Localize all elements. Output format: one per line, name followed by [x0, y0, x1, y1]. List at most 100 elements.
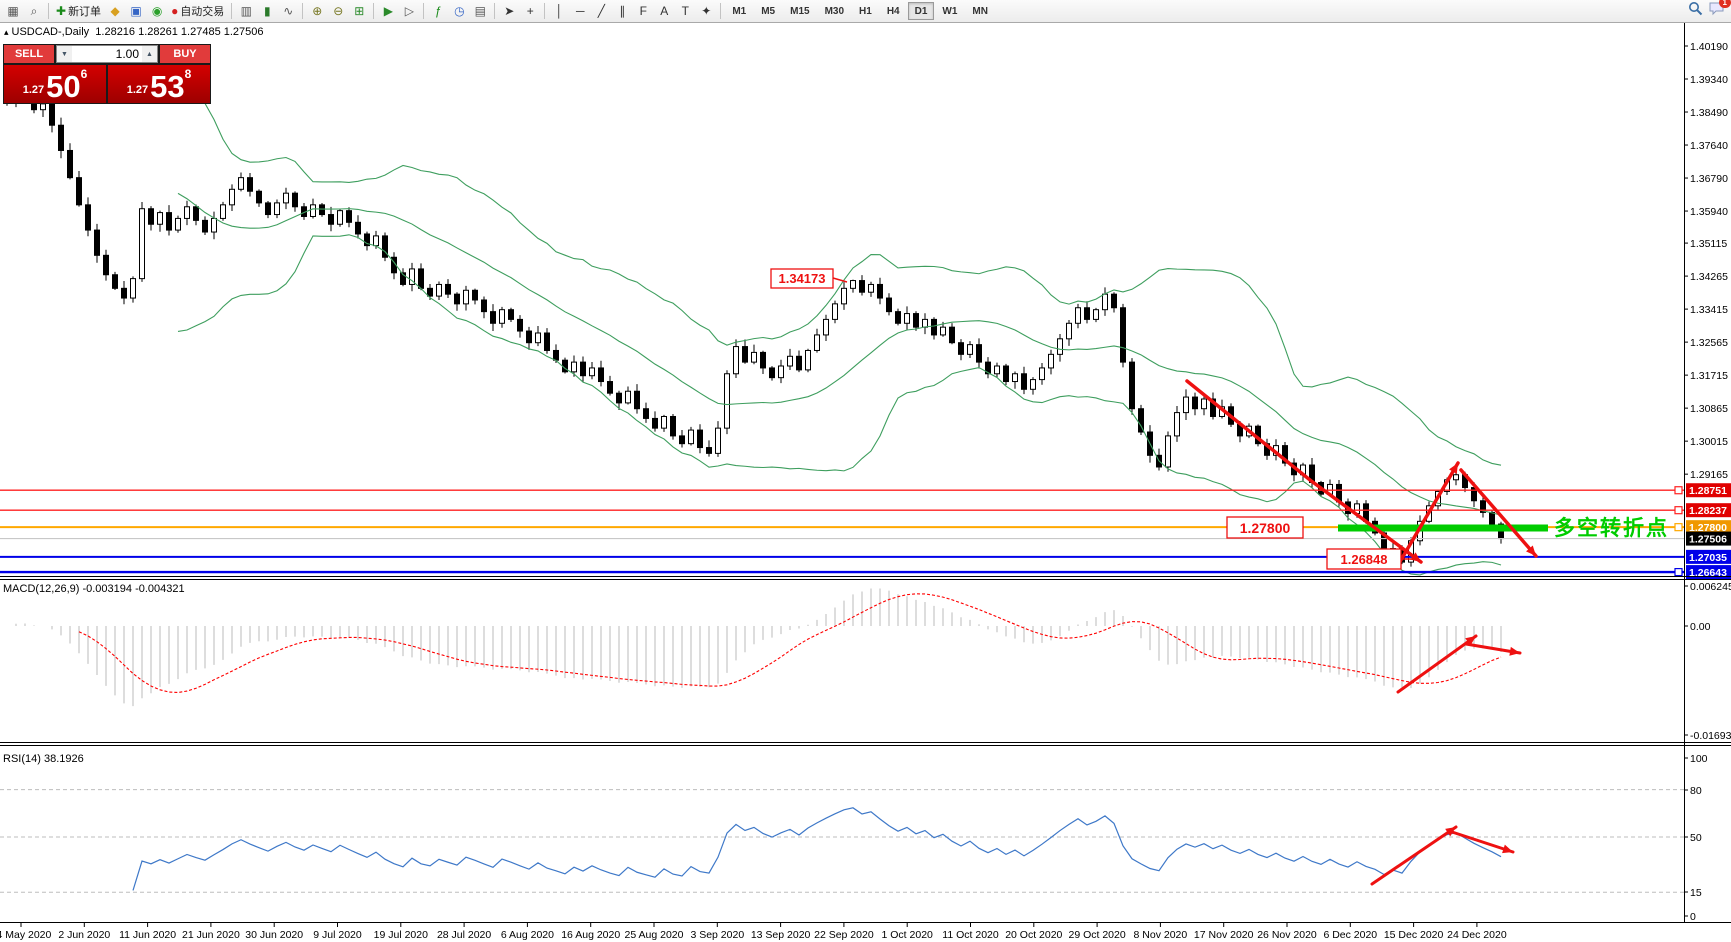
bar-chart-icon: ▥	[240, 4, 252, 18]
auto-scroll-icon: ▶	[383, 4, 393, 18]
drawn-arrow[interactable]	[1396, 634, 1478, 694]
new-chart-button[interactable]: ▦	[3, 2, 23, 21]
drawn-arrow[interactable]	[1396, 461, 1460, 567]
svg-text:0: 0	[1690, 911, 1696, 923]
new-order-button[interactable]: ✚ 新订单	[53, 2, 104, 21]
timeframe-m5[interactable]: M5	[754, 2, 782, 20]
autotrading-icon: ●	[171, 4, 179, 18]
chart-ohlc-values: 1.28216 1.28261 1.27485 1.27506	[95, 26, 264, 38]
tile-windows-button[interactable]: ⊞	[349, 2, 369, 21]
history-center-icon: ◆	[110, 4, 120, 18]
zoom-out-button[interactable]: ⊖	[328, 2, 348, 21]
timeframe-h4[interactable]: H4	[880, 2, 907, 20]
timeframe-m15[interactable]: M15	[783, 2, 816, 20]
date-axis-label: 20 Oct 2020	[1005, 929, 1062, 941]
date-axis-label: 3 Sep 2020	[690, 929, 744, 941]
accounts-button[interactable]: ▣	[126, 2, 146, 21]
timeframe-w1[interactable]: W1	[935, 2, 964, 20]
templates-button[interactable]: ▤	[470, 2, 490, 21]
timeframe-mn[interactable]: MN	[965, 2, 995, 20]
svg-text:-0.016933: -0.016933	[1690, 730, 1731, 742]
search-icon[interactable]	[1688, 1, 1703, 21]
one-click-trade-panel: SELL ▼ ▲ BUY 1.27 50 6 1.27 53 8	[3, 44, 211, 104]
svg-text:80: 80	[1690, 785, 1702, 797]
arrows-button[interactable]: ✦	[696, 2, 716, 21]
timeframe-d1[interactable]: D1	[907, 2, 935, 20]
auto-scroll-button[interactable]: ▶	[378, 2, 398, 21]
line-chart-icon: ∿	[283, 4, 294, 18]
rsi-label: RSI(14) 38.1926	[3, 753, 84, 765]
bar-chart-button[interactable]: ▥	[236, 2, 256, 21]
indicators-button[interactable]: ƒ	[428, 2, 448, 21]
date-axis-label: 11 Jun 2020	[119, 929, 176, 941]
vertical-line-button[interactable]: │	[549, 2, 569, 21]
price-tag	[1686, 503, 1731, 518]
price-axis-label: 1.30015	[1690, 436, 1728, 448]
candlestick-chart-button[interactable]: ▮	[257, 2, 277, 21]
date-axis-label: 16 Aug 2020	[561, 929, 620, 941]
svg-text:1.34173: 1.34173	[779, 271, 826, 286]
price-axis-label: 1.31715	[1690, 370, 1728, 382]
macd-label: MACD(12,26,9) -0.003194 -0.004321	[3, 583, 185, 595]
macd-histogram	[15, 588, 1502, 707]
svg-text:1.27800: 1.27800	[1240, 520, 1291, 536]
date-axis-label: 6 Dec 2020	[1323, 929, 1377, 941]
price-axis-label: 1.30865	[1690, 403, 1728, 415]
date-axis-label: 11 Oct 2020	[942, 929, 999, 941]
cursor-icon: ➤	[504, 4, 515, 18]
fibonacci-button[interactable]: F	[633, 2, 653, 21]
drawn-arrow[interactable]	[1185, 379, 1423, 564]
zoom-in-button[interactable]: ⊕	[307, 2, 327, 21]
line-chart-button[interactable]: ∿	[278, 2, 298, 21]
toolbar-separator	[302, 3, 304, 19]
signals-button[interactable]: ◉	[147, 2, 167, 21]
buy-button[interactable]: BUY	[160, 45, 210, 63]
cursor-button[interactable]: ➤	[499, 2, 519, 21]
timeframe-m30[interactable]: M30	[818, 2, 851, 20]
drawn-arrow[interactable]	[1447, 829, 1515, 854]
new-order-icon: ✚	[56, 4, 67, 18]
new-order-button-label: 新订单	[68, 6, 102, 18]
timeframe-h1[interactable]: H1	[852, 2, 879, 20]
chart-area[interactable]: 1.28751 1.28237 1.27800 1.27506 1.27035 1.266…	[0, 23, 1731, 942]
autotrading-button[interactable]: ● 自动交易	[168, 2, 227, 21]
trendline-button[interactable]: ╱	[591, 2, 611, 21]
toolbar-separator	[373, 3, 375, 19]
sell-price-sup: 6	[80, 67, 88, 81]
periods-icon: ◷	[454, 4, 465, 18]
drawn-arrow[interactable]	[1459, 468, 1538, 558]
autotrading-button-label: 自动交易	[180, 6, 225, 18]
buy-price-big: 53	[150, 69, 185, 104]
profiles-button[interactable]: ⌕	[24, 2, 44, 21]
price-axis-label: 1.40190	[1690, 41, 1728, 53]
price-axis-label: 1.39340	[1690, 74, 1728, 86]
text-button[interactable]: A	[654, 2, 674, 21]
candlestick-chart-icon: ▮	[264, 4, 271, 18]
zoom-in-icon: ⊕	[312, 4, 323, 18]
support-price-label[interactable]	[1226, 516, 1304, 539]
sell-price-box[interactable]: 1.27 50 6	[4, 65, 106, 103]
text-label-button[interactable]: T	[675, 2, 695, 21]
tile-windows-icon: ⊞	[354, 4, 365, 18]
volume-stepper: ▼ ▲	[56, 45, 158, 63]
volume-input[interactable]	[72, 46, 142, 62]
chat-icon[interactable]: 1	[1709, 0, 1731, 21]
buy-price-box[interactable]: 1.27 53 8	[108, 65, 210, 103]
chart-shift-button[interactable]: ▷	[399, 2, 419, 21]
crosshair-button[interactable]: +	[520, 2, 540, 21]
date-axis-label: 8 Nov 2020	[1134, 929, 1188, 941]
text-icon: A	[660, 4, 669, 18]
horizontal-line-button[interactable]: ─	[570, 2, 590, 21]
volume-up-button[interactable]: ▲	[142, 46, 157, 62]
volume-down-button[interactable]: ▼	[57, 46, 72, 62]
sell-button[interactable]: SELL	[4, 45, 54, 63]
channel-button[interactable]: ∥	[612, 2, 632, 21]
svg-text:15: 15	[1690, 887, 1702, 899]
periods-button[interactable]: ◷	[449, 2, 469, 21]
drawn-arrow[interactable]	[1370, 825, 1458, 886]
buy-price-sup: 8	[184, 67, 192, 81]
timeframe-m1[interactable]: M1	[725, 2, 753, 20]
chart-title-icon: ▴	[4, 27, 9, 37]
history-center-button[interactable]: ◆	[105, 2, 125, 21]
rsi-line	[132, 807, 1502, 891]
